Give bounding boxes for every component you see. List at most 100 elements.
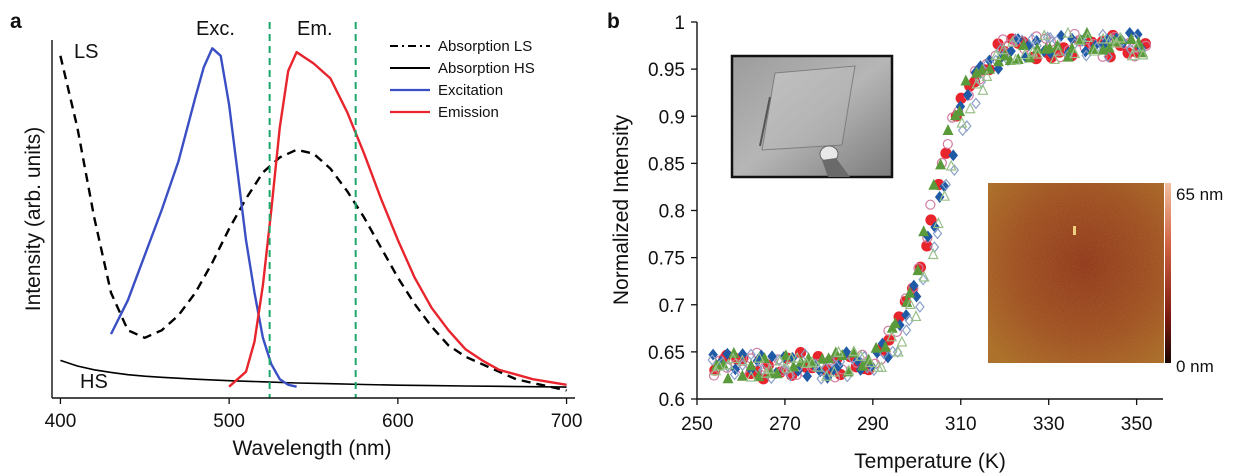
y-tick-label: 0.65 xyxy=(648,343,685,364)
point-open_triangle_green xyxy=(997,43,1009,55)
legend-excitation: Excitation xyxy=(438,82,503,99)
point-filled_circle_red xyxy=(940,147,952,159)
point-open_triangle_green xyxy=(864,356,876,368)
point-open_triangle_green xyxy=(939,189,951,201)
point-open_triangle_green xyxy=(1114,31,1126,43)
point-open_diamond_blue xyxy=(746,348,756,361)
point-open_triangle_green xyxy=(774,354,786,366)
point-filled_circle_red xyxy=(925,214,937,226)
panel-b-x-ticks: 250 270 290 310 330 350 xyxy=(681,399,1152,435)
y-tick-label: 0.8 xyxy=(659,202,685,223)
point-filled_triangle_green xyxy=(736,369,748,381)
point-filled_triangle_green xyxy=(722,372,734,384)
point-open_triangle_green xyxy=(981,70,993,81)
point-open_triangle_green xyxy=(956,116,968,128)
point-open_diamond_blue xyxy=(962,120,972,132)
afm-color-scale xyxy=(1165,183,1171,363)
afm-inset: 65 nm 0 nm xyxy=(988,183,1223,376)
point-filled_diamond_blue xyxy=(909,279,919,292)
point-open_triangle_green xyxy=(1007,35,1018,47)
point-filled_triangle_green xyxy=(928,178,940,190)
point-open_triangle_green xyxy=(1049,53,1061,65)
point-open_diamond_blue xyxy=(1098,28,1108,41)
afm-scale-max-label: 65 nm xyxy=(1176,185,1223,204)
point-filled_diamond_blue xyxy=(963,88,973,101)
panel-a-vlines xyxy=(268,22,357,398)
afm-texture xyxy=(988,183,1164,363)
y-tick-label: 0.6 xyxy=(659,390,685,411)
point-open_triangle_green xyxy=(745,370,757,382)
point-filled_triangle_green xyxy=(1024,51,1036,63)
panel-a-ls-annotation: LS xyxy=(74,41,98,63)
point-filled_diamond_blue xyxy=(737,348,748,361)
point-filled_triangle_green xyxy=(780,349,792,361)
point-open_triangle_green xyxy=(1062,26,1074,38)
panel-b-y-ticks: 0.6 0.65 0.7 0.75 0.8 0.85 0.9 0.95 1 xyxy=(648,13,697,411)
y-tick-label: 0.7 xyxy=(659,296,685,317)
point-open_triangle_green xyxy=(828,365,840,377)
y-tick-label: 0.85 xyxy=(648,154,685,175)
point-open_triangle_green xyxy=(1137,48,1149,60)
point-open_diamond_blue xyxy=(1103,50,1113,63)
point-open_triangle_green xyxy=(1010,53,1022,65)
point-open_triangle_green xyxy=(964,102,976,114)
panel-a: a 400 500 600 700 Wavelength (nm) Intensity… xyxy=(10,10,582,460)
y-tick-label: 0.95 xyxy=(648,60,685,81)
point-open_diamond_blue xyxy=(707,354,717,366)
point-filled_triangle_green xyxy=(823,352,835,364)
panel-a-label: a xyxy=(10,10,22,33)
point-open_triangle_green xyxy=(843,364,855,376)
tweezer-body xyxy=(822,158,850,177)
point-open_triangle_green xyxy=(833,345,845,357)
point-open_triangle_green xyxy=(1082,31,1094,42)
point-open_triangle_green xyxy=(791,351,803,363)
point-open_diamond_blue xyxy=(1042,31,1053,44)
point-open_triangle_green xyxy=(713,359,725,371)
y-tick-label: 0.75 xyxy=(648,249,685,270)
y-tick-label: 1 xyxy=(674,13,685,34)
x-tick-label: 350 xyxy=(1121,414,1153,435)
point-filled_triangle_green xyxy=(1051,39,1063,51)
point-open_diamond_blue xyxy=(995,43,1006,56)
point-filled_diamond_blue xyxy=(911,290,922,303)
point-filled_triangle_green xyxy=(788,360,799,372)
panel-a-legend: Absorption LS Absorption HS Excitation E… xyxy=(390,38,535,121)
point-open_triangle_green xyxy=(821,369,832,381)
point-filled_triangle_green xyxy=(954,105,966,117)
point-filled_diamond_blue xyxy=(767,350,777,363)
point-open_diamond_blue xyxy=(918,273,928,286)
point-open_triangle_green xyxy=(785,351,797,363)
panel-b-x-label: Temperature (K) xyxy=(854,450,1006,473)
point-filled_triangle_green xyxy=(889,317,901,329)
point-open_triangle_green xyxy=(875,361,887,373)
point-open_circle_pink xyxy=(997,34,1008,45)
photo-inset xyxy=(730,54,894,179)
legend-emission: Emission xyxy=(438,104,499,121)
legend-absorption-ls: Absorption LS xyxy=(438,38,532,55)
point-filled_triangle_green xyxy=(904,286,916,298)
point-filled_diamond_blue xyxy=(883,351,893,364)
point-open_triangle_green xyxy=(736,354,748,366)
point-open_diamond_blue xyxy=(879,347,889,360)
point-filled_triangle_green xyxy=(728,346,740,358)
point-filled_diamond_blue xyxy=(993,62,1004,75)
panel-a-x-ticks: 400 500 600 700 xyxy=(45,398,582,432)
point-open_triangle_green xyxy=(1074,34,1086,45)
point-open_diamond_blue xyxy=(785,369,796,382)
point-open_triangle_green xyxy=(971,77,983,89)
point-open_triangle_green xyxy=(1019,48,1031,60)
point-filled_diamond_blue xyxy=(948,149,959,162)
point-open_triangle_green xyxy=(722,358,734,370)
point-filled_triangle_green xyxy=(745,359,757,371)
point-open_triangle_green xyxy=(806,355,818,367)
point-open_triangle_green xyxy=(945,159,957,171)
point-open_triangle_green xyxy=(910,310,922,322)
panel-a-hs-annotation: HS xyxy=(80,371,108,393)
legend-absorption-hs: Absorption HS xyxy=(438,60,535,77)
point-open_triangle_green xyxy=(1104,32,1116,44)
point-open_triangle_green xyxy=(764,362,776,374)
point-open_diamond_blue xyxy=(1081,49,1091,62)
point-filled_triangle_green xyxy=(1125,33,1137,44)
point-filled_triangle_green xyxy=(999,49,1011,61)
